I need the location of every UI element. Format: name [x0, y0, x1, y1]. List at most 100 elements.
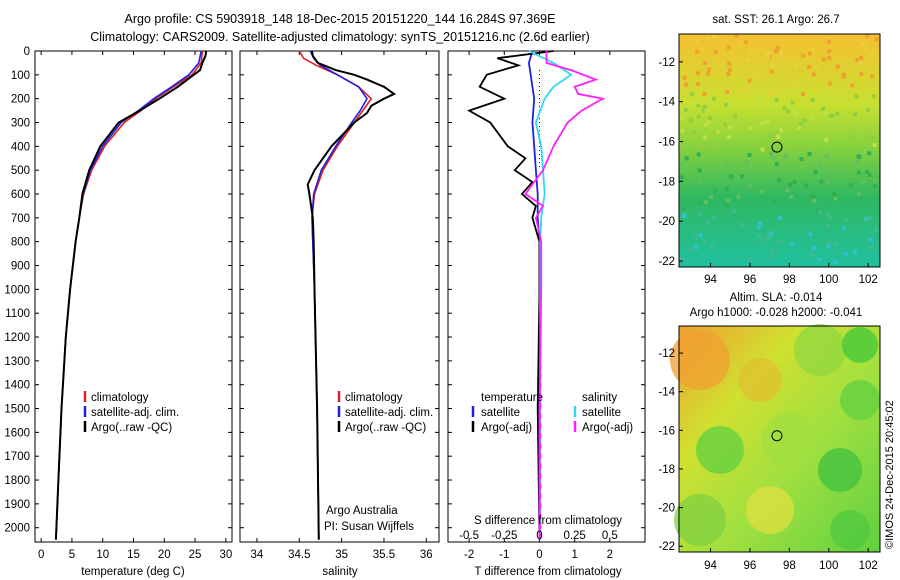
- salinity-x-tick-label: 36: [420, 549, 433, 561]
- temperature-panel: [34, 50, 233, 543]
- sst-pixel: [716, 129, 721, 134]
- map-y-tick-label: -12: [658, 57, 675, 69]
- sla-blob: [842, 327, 878, 363]
- temperature-x-tick-label: 15: [127, 549, 140, 561]
- sst-pixel: [732, 208, 736, 213]
- sst-pixel: [833, 97, 837, 102]
- sst-pixel: [861, 179, 866, 184]
- sst-pixel: [743, 40, 748, 45]
- sst-pixel: [829, 146, 834, 151]
- sla-blob: [746, 486, 794, 534]
- map-y-tick-label: -14: [658, 387, 675, 399]
- sst-pixel: [793, 64, 798, 69]
- depth-tick-label: 700: [11, 213, 30, 225]
- sst-pixel: [828, 215, 833, 220]
- map-x-tick-label: 94: [704, 274, 717, 286]
- sst-pixel: [696, 114, 701, 119]
- sst-pixel: [858, 60, 863, 65]
- sst-pixel: [777, 178, 782, 183]
- sst-pixel: [848, 134, 853, 139]
- sst-pixel: [852, 141, 857, 146]
- sla-map-texture: [670, 324, 880, 550]
- sst-pixel: [740, 222, 745, 227]
- temperature-series-argo-raw-qc-: [54, 50, 208, 540]
- sst-pixel: [679, 257, 684, 262]
- sst-pixel: [694, 234, 699, 239]
- sst-pixel: [765, 51, 770, 56]
- sst-pixel: [688, 248, 693, 253]
- map-x-tick-label: 96: [744, 274, 757, 286]
- sst-pixel: [728, 67, 732, 72]
- sst-pixel: [849, 183, 854, 188]
- sst-pixel: [749, 51, 754, 56]
- temperature-x-tick-label: 30: [219, 549, 232, 561]
- salinity-legend: climatology satellite-adj. clim. Argo(..…: [337, 391, 433, 434]
- sst-pixel: [798, 121, 803, 126]
- legend-label-satellite: satellite-adj. clim.: [345, 407, 433, 419]
- sst-pixel: [696, 103, 701, 108]
- temperature-x-tick-label: 20: [158, 549, 171, 561]
- map-y-tick-label: -12: [658, 348, 675, 360]
- sst-pixel: [680, 116, 685, 120]
- pi-label: PI: Susan Wijffels: [324, 521, 414, 533]
- sst-pixel: [816, 161, 821, 166]
- sst-pixel: [794, 112, 799, 117]
- sla-blob: [840, 380, 880, 420]
- sst-pixel: [696, 136, 701, 140]
- sst-pixel: [696, 152, 701, 157]
- sst-pixel: [708, 116, 713, 121]
- sst-map-x-ticks: 94 96 98 100 102: [704, 263, 878, 286]
- sst-pixel: [679, 145, 683, 150]
- sst-pixel: [702, 104, 707, 109]
- sst-pixel: [859, 72, 864, 77]
- sst-pixel: [824, 138, 829, 142]
- sst-pixel: [738, 40, 743, 45]
- difference-x-tick-label: 2: [607, 549, 613, 561]
- sst-pixel: [810, 115, 815, 120]
- sst-pixel: [680, 206, 685, 211]
- sst-pixel: [747, 256, 751, 261]
- map-x-tick-label: 96: [744, 560, 757, 572]
- map-y-tick-label: -22: [658, 541, 675, 553]
- sla-map: [670, 324, 881, 553]
- sst-pixel: [807, 152, 812, 156]
- sla-map-frame: [678, 325, 881, 553]
- sla-map-x-ticks: 94 96 98 100 102: [704, 548, 878, 572]
- sst-pixel: [695, 49, 700, 54]
- sst-pixel: [823, 111, 828, 115]
- sst-pixel: [874, 37, 879, 42]
- sst-pixel: [759, 189, 764, 194]
- sst-pixel: [864, 217, 869, 221]
- sst-pixel: [705, 220, 710, 225]
- sst-pixel: [726, 45, 731, 50]
- sst-pixel: [679, 175, 684, 180]
- difference-series-salinity-argo-adj-: [524, 51, 606, 540]
- sst-pixel: [823, 94, 828, 99]
- sst-pixel: [702, 239, 707, 243]
- sst-pixel: [725, 90, 729, 95]
- difference-x-tick-label: 0: [536, 549, 542, 561]
- sst-pixel: [790, 100, 795, 105]
- difference-s-tick-label: 0: [536, 530, 542, 542]
- sst-pixel: [871, 94, 876, 99]
- depth-tick-label: 1600: [4, 427, 30, 439]
- sst-pixel: [786, 109, 791, 114]
- map-x-tick-label: 100: [819, 274, 838, 286]
- sst-pixel: [712, 215, 717, 220]
- salinity-x-tick-label: 35.5: [373, 549, 395, 561]
- argo-float-marker: [771, 141, 783, 153]
- sst-pixel: [745, 57, 750, 62]
- depth-tick-label: 900: [11, 261, 30, 273]
- depth-axis: 0 100 200 300 400 500 600 700 800 900 1000 1100 1200…: [4, 46, 30, 535]
- map-x-tick-label: 102: [859, 560, 878, 572]
- sst-pixel: [802, 118, 807, 123]
- sst-pixel: [702, 135, 707, 140]
- sst-pixel: [765, 54, 770, 59]
- sst-pixel: [809, 194, 814, 199]
- legend-label-climatology: climatology: [91, 392, 149, 404]
- sst-pixel: [695, 82, 700, 86]
- map-y-tick-label: -18: [658, 176, 675, 188]
- temperature-series-satellite-adj-clim-: [55, 50, 202, 540]
- sst-pixel: [792, 180, 797, 185]
- figure-title-line2: Climatology: CARS2009. Satellite-adjuste…: [90, 30, 590, 44]
